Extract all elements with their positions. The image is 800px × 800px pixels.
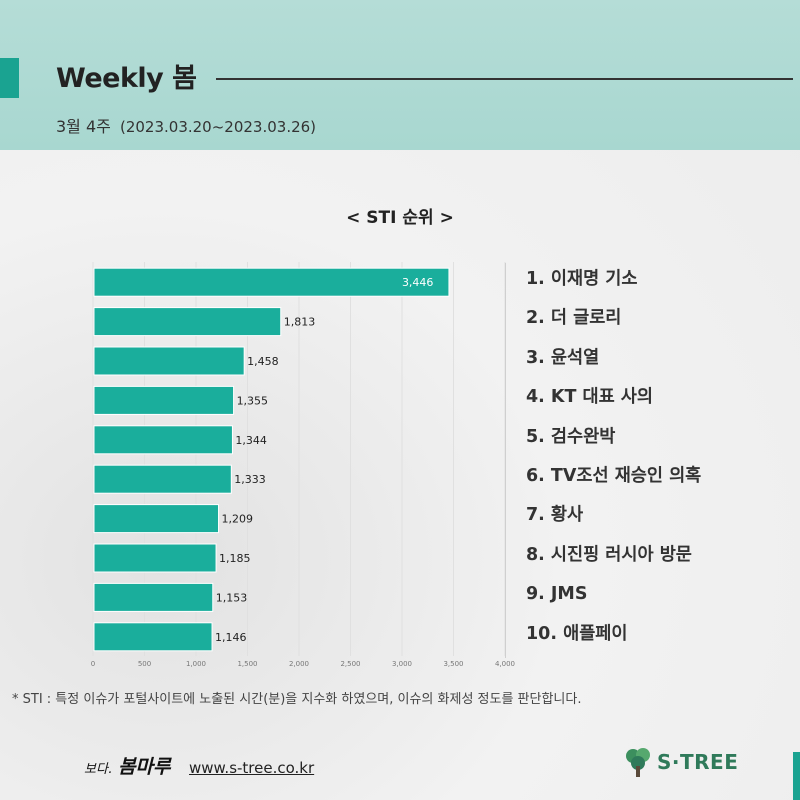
bar-value-label: 1,185 (219, 552, 251, 565)
date-range: (2023.03.20~2023.03.26) (119, 118, 317, 136)
bar (93, 307, 282, 337)
page-subtitle: 3월 4주 (2023.03.20~2023.03.26) (56, 113, 316, 137)
bar (93, 464, 232, 494)
title-rule (216, 78, 793, 80)
bar (93, 504, 220, 534)
rank-item: 9. JMS (526, 584, 588, 605)
bar-value-label: 1,209 (222, 513, 254, 526)
rank-item: 5. 검수완박 (526, 426, 616, 447)
x-tick-label: 4,000 (495, 660, 515, 668)
bar (93, 385, 235, 415)
rank-item: 1. 이재명 기소 (526, 269, 638, 289)
x-tick-label: 3,000 (392, 660, 412, 668)
footnote: * STI : 특정 이슈가 포털사이트에 노출된 시간(분)을 지수화 하였으… (12, 692, 582, 707)
page-title: Weekly 봄 (56, 63, 197, 94)
bar-value-label: 1,458 (247, 355, 279, 368)
website-link[interactable]: www.s-tree.co.kr (189, 759, 315, 777)
bomaru-logo: 보다. 봄마루 (84, 752, 171, 779)
title-accent-bar (0, 58, 19, 98)
stree-logo: S·TREE (623, 746, 738, 778)
bar (93, 543, 217, 573)
logo-main-text: 봄마루 (118, 756, 171, 778)
x-tick-label: 0 (91, 660, 95, 668)
rank-item: 6. TV조선 재승인 의혹 (526, 465, 702, 486)
bar (93, 425, 233, 455)
corner-accent (793, 752, 800, 800)
logo-small-text: 보다. (84, 762, 113, 777)
rank-item: 10. 애플페이 (526, 623, 628, 644)
rank-item: 7. 황사 (526, 505, 584, 526)
chart-title: < STI 순위 > (346, 208, 454, 228)
tree-icon (626, 748, 650, 777)
bar (93, 346, 245, 376)
chart-divider (505, 263, 506, 658)
bar-value-label: 1,355 (237, 394, 269, 407)
x-tick-label: 2,500 (340, 660, 360, 668)
bar-value-label: 1,813 (284, 316, 316, 329)
rank-item: 3. 윤석열 (526, 347, 600, 368)
bar-value-label: 1,153 (216, 591, 248, 604)
rank-item: 2. 더 글로리 (526, 308, 622, 329)
bar (93, 582, 214, 612)
rank-item: 8. 시진핑 러시아 방문 (526, 544, 692, 565)
bar-value-label: 1,333 (234, 473, 266, 486)
x-tick-label: 1,500 (237, 660, 257, 668)
rank-item: 4. KT 대표 사의 (526, 387, 653, 408)
x-tick-label: 1,000 (186, 660, 206, 668)
bar (93, 267, 450, 297)
brand-name: S·TREE (657, 750, 739, 774)
bar (93, 622, 213, 652)
bar-value-label: 3,446 (402, 276, 434, 289)
week-label: 3월 4주 (56, 117, 111, 136)
x-tick-label: 3,500 (443, 660, 463, 668)
header-band (0, 0, 800, 150)
bar-value-label: 1,344 (235, 434, 267, 447)
ranking-list: 1. 이재명 기소 2. 더 글로리 3. 윤석열 4. KT 대표 사의 5. 검수완… (526, 263, 701, 657)
bar-value-label: 1,146 (215, 631, 247, 644)
x-tick-label: 2,000 (289, 660, 309, 668)
x-tick-label: 500 (138, 660, 151, 668)
